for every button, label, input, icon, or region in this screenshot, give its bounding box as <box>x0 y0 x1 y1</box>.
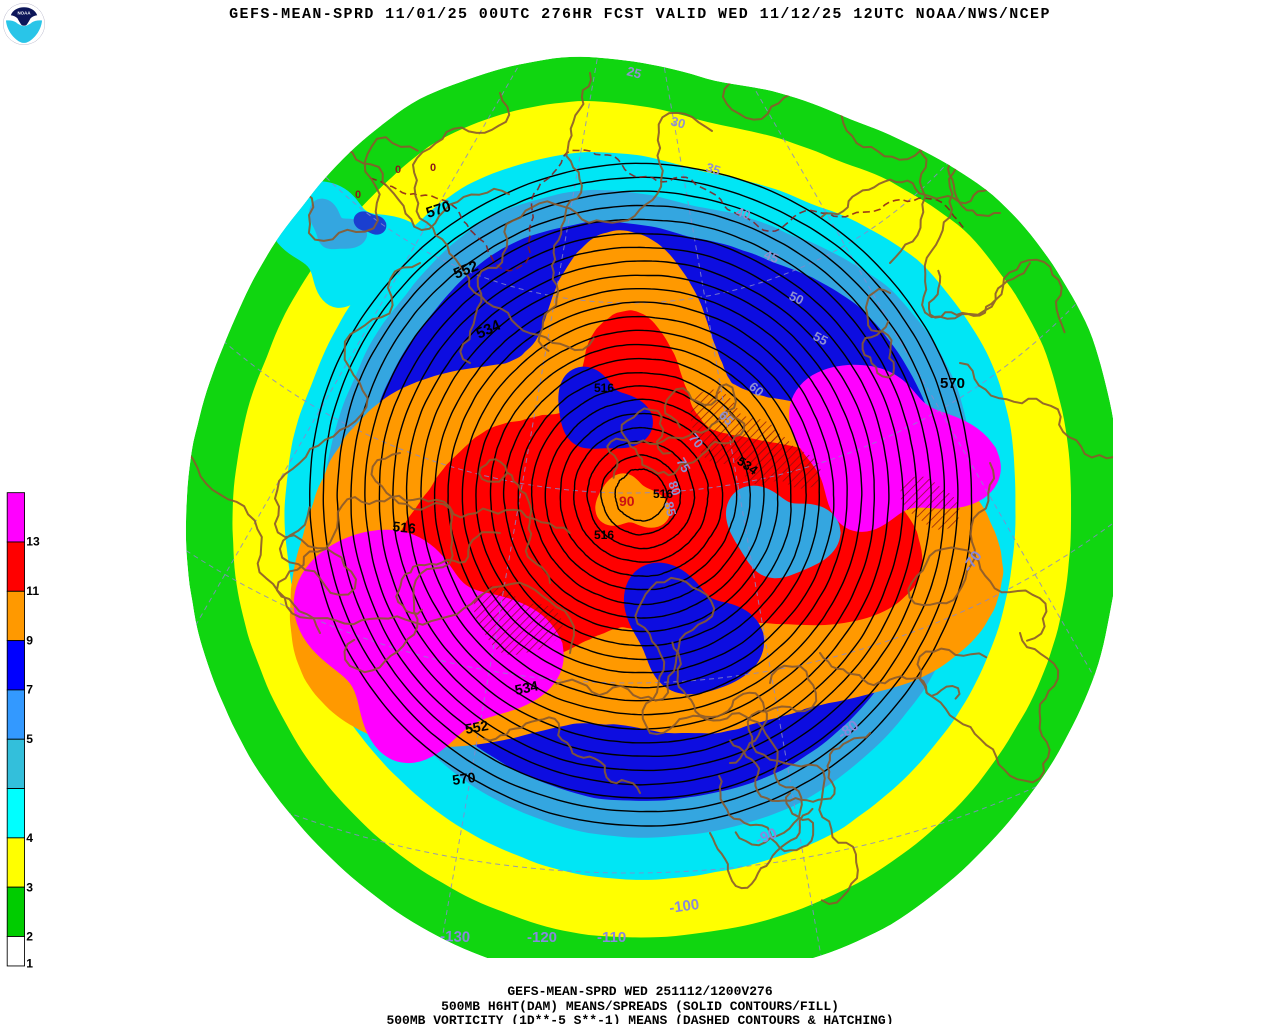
svg-text:13: 13 <box>26 535 40 549</box>
svg-text:570: 570 <box>940 375 965 392</box>
svg-text:3: 3 <box>26 880 33 894</box>
svg-text:4: 4 <box>26 831 33 845</box>
svg-text:5: 5 <box>26 732 33 746</box>
svg-text:90: 90 <box>619 493 635 509</box>
svg-text:11: 11 <box>26 584 39 598</box>
svg-text:-120: -120 <box>527 929 557 946</box>
svg-text:-110: -110 <box>597 929 626 946</box>
svg-text:516: 516 <box>594 528 614 542</box>
svg-text:516: 516 <box>594 381 614 395</box>
svg-text:0: 0 <box>395 164 401 176</box>
svg-text:-150: -150 <box>209 888 241 909</box>
svg-text:9: 9 <box>26 633 33 647</box>
svg-text:7: 7 <box>26 683 33 697</box>
svg-text:570: 570 <box>451 769 477 788</box>
svg-text:NOAA: NOAA <box>17 10 31 15</box>
svg-text:1: 1 <box>26 957 33 971</box>
svg-text:0: 0 <box>430 162 436 174</box>
svg-text:-140: -140 <box>335 924 366 943</box>
svg-text:0: 0 <box>355 189 361 201</box>
svg-text:516: 516 <box>392 518 417 536</box>
svg-text:2: 2 <box>26 930 33 944</box>
svg-text:-130: -130 <box>440 928 471 946</box>
